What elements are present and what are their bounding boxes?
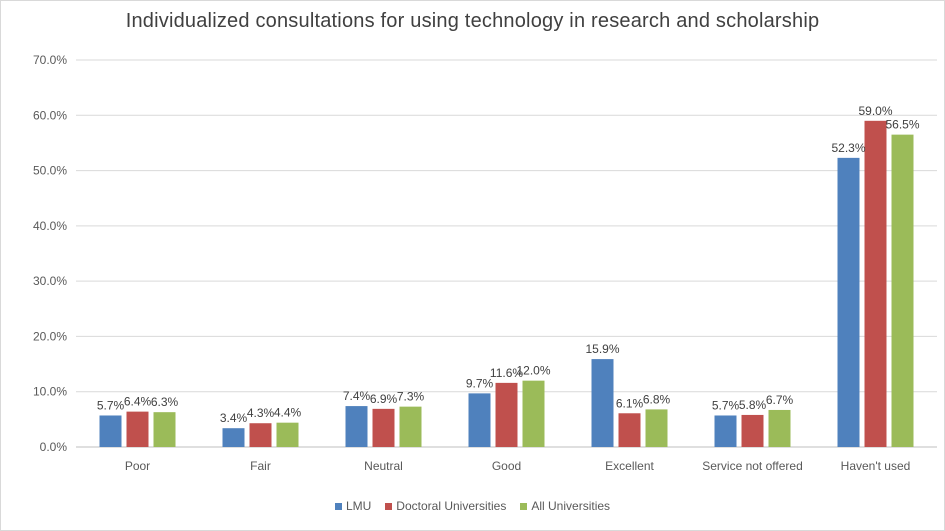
data-label: 5.8% (739, 398, 767, 412)
bar (645, 409, 668, 447)
y-axis: 0.0% 10.0% 20.0% 30.0% 40.0% 50.0% 60.0% 70.0% (33, 53, 67, 454)
legend-label: All Universities (531, 499, 611, 513)
bar (741, 414, 764, 447)
bar (864, 120, 887, 448)
legend-label: LMU (345, 499, 372, 513)
y-tick-label: 10.0% (33, 385, 67, 399)
x-category-label: Neutral (364, 459, 403, 473)
data-label: 7.4% (343, 389, 371, 403)
data-label: 12.0% (516, 364, 550, 378)
bar (372, 408, 395, 447)
data-label: 4.3% (247, 406, 275, 420)
chart-title: Individualized consultations for using t… (125, 10, 820, 32)
y-tick-label: 60.0% (33, 108, 67, 122)
bar (591, 359, 614, 447)
y-tick-label: 70.0% (33, 53, 67, 67)
data-label: 6.7% (766, 393, 794, 407)
data-label: 6.8% (643, 392, 671, 406)
data-label: 52.3% (831, 141, 865, 155)
bar (495, 382, 518, 447)
y-tick-label: 20.0% (33, 329, 67, 343)
legend-swatch (385, 502, 393, 510)
legend-item: All Universities (520, 499, 610, 513)
bar (399, 406, 422, 447)
bar (345, 406, 368, 447)
bar (891, 134, 914, 447)
bar (714, 415, 737, 447)
data-label: 56.5% (885, 118, 919, 132)
bar (276, 422, 299, 447)
x-category-label: Good (492, 459, 521, 473)
bar (837, 157, 860, 447)
data-label: 6.1% (616, 396, 644, 410)
x-category-label: Fair (250, 459, 271, 473)
gridlines (76, 59, 937, 448)
bar (249, 423, 272, 447)
bar (99, 415, 122, 447)
data-label: 7.3% (397, 390, 425, 404)
data-label: 6.4% (124, 395, 152, 409)
y-tick-label: 40.0% (33, 219, 67, 233)
data-label: 5.7% (712, 398, 740, 412)
legend-item: Doctoral Universities (385, 499, 506, 513)
legend-label: Doctoral Universities (396, 499, 507, 513)
data-label: 59.0% (858, 104, 892, 118)
bars (99, 120, 914, 448)
legend: LMU Doctoral Universities All Universities (0, 499, 945, 513)
data-label: 9.7% (466, 376, 494, 390)
x-category-label: Poor (125, 459, 150, 473)
y-tick-label: 0.0% (40, 440, 68, 454)
bar (222, 428, 245, 447)
data-label: 3.4% (220, 411, 248, 425)
y-tick-label: 30.0% (33, 274, 67, 288)
bar (468, 393, 491, 447)
y-tick-label: 50.0% (33, 164, 67, 178)
data-label: 6.9% (370, 392, 398, 406)
bar (618, 413, 641, 447)
data-label: 5.7% (97, 398, 125, 412)
x-axis: Poor Fair Neutral Good Excellent Service not … (125, 459, 911, 473)
bar (768, 409, 791, 447)
bar (522, 380, 545, 447)
data-labels: 5.7% 6.4% 6.3%3.4% 4.3% 4.4%7.4% 6.9% 7.3%9.7%… (97, 104, 920, 425)
x-category-label: Service not offered (702, 459, 803, 473)
legend-item: LMU (334, 499, 372, 513)
data-label: 15.9% (585, 342, 619, 356)
x-category-label: Haven't used (841, 459, 911, 473)
legend-swatch (520, 502, 528, 510)
bar (153, 412, 176, 447)
data-label: 6.3% (151, 395, 179, 409)
x-category-label: Excellent (605, 459, 654, 473)
legend-swatch (334, 502, 342, 510)
data-label: 4.4% (274, 406, 302, 420)
data-label: 11.6% (490, 366, 523, 380)
bar (126, 411, 149, 447)
